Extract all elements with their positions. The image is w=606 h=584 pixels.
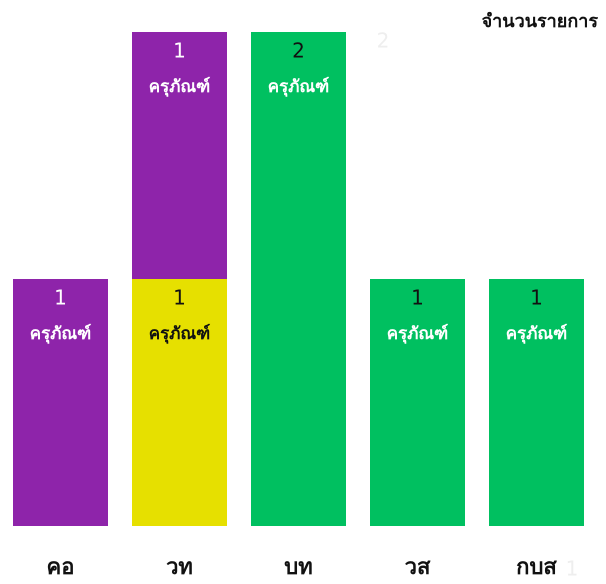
data-label: 1	[54, 286, 67, 310]
bar-segment	[132, 32, 227, 279]
unit-label: ครุภัณฑ์	[149, 76, 211, 97]
data-label: 1	[173, 286, 186, 310]
unit-label: ครุภัณฑ์	[30, 323, 92, 344]
bar-segment	[489, 279, 584, 526]
data-label: 1	[173, 39, 186, 63]
bar-segment	[132, 279, 227, 526]
x-tick-label: บท	[284, 555, 312, 580]
x-tick-label: วส	[405, 555, 431, 580]
unit-label: ครุภัณฑ์	[149, 323, 211, 344]
unit-label: ครุภัณฑ์	[268, 76, 330, 97]
bar-segment	[251, 32, 346, 526]
chart-title: จำนวนรายการ	[482, 11, 599, 32]
data-label: 1	[530, 286, 543, 310]
annotation: 2	[377, 29, 390, 53]
bar-segment	[370, 279, 465, 526]
bar-segment	[13, 279, 108, 526]
x-tick-label: กบส	[516, 555, 557, 580]
unit-label: ครุภัณฑ์	[387, 323, 449, 344]
x-tick-label: คอ	[47, 555, 75, 580]
annotation: 1	[566, 557, 579, 581]
x-tick-label: วท	[166, 555, 193, 580]
unit-label: ครุภัณฑ์	[506, 323, 568, 344]
data-label: 1	[411, 286, 424, 310]
data-label: 2	[292, 39, 305, 63]
